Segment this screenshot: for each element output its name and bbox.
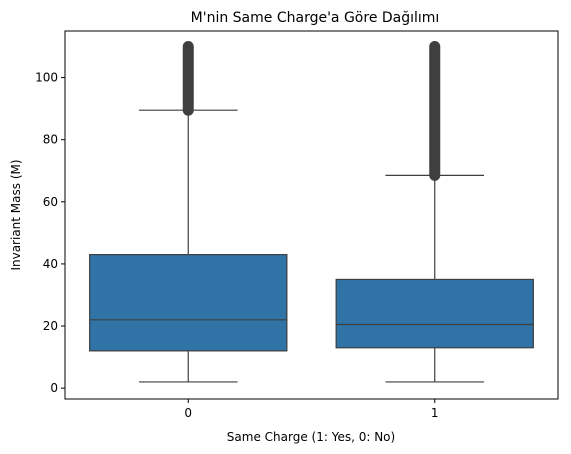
x-tick-label: 0 (184, 406, 192, 420)
x-tick-label: 1 (431, 406, 439, 420)
y-tick-label: 60 (43, 195, 58, 209)
y-axis-label: Invariant Mass (M) (9, 159, 23, 270)
box-group-0 (89, 41, 288, 383)
x-axis-label: Same Charge (1: Yes, 0: No) (227, 430, 395, 444)
iqr-box (335, 278, 534, 349)
y-tick-label: 20 (43, 319, 58, 333)
y-tick-label: 40 (43, 257, 58, 271)
y-tick-label: 100 (35, 71, 58, 85)
y-tick-label: 0 (50, 381, 58, 395)
outlier-points (182, 41, 194, 116)
y-tick-label: 80 (43, 133, 58, 147)
plot-area (89, 41, 534, 383)
y-axis: 0 20 40 60 80 100 (35, 71, 65, 395)
outlier-points (429, 41, 441, 181)
box-group-1 (335, 41, 534, 383)
plot-frame (64, 30, 559, 400)
iqr-box (89, 253, 288, 352)
chart-title: M'nin Same Charge'a Göre Dağılımı (191, 10, 440, 26)
